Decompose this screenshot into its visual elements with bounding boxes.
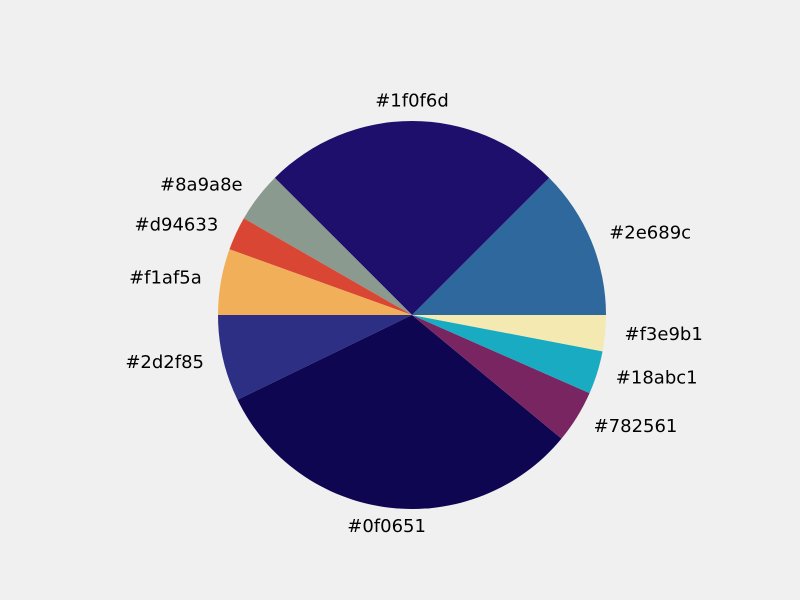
pie-slice-f1af5a <box>218 249 412 315</box>
pie-slice-0f0651 <box>237 315 562 509</box>
pie-slice-2d2f85 <box>218 315 412 400</box>
pie-slices <box>218 120 606 509</box>
slice-labels: #2e689c #1f0f6d #8a9a8e #d94633 #f1af5a #2d2f… <box>125 91 702 537</box>
slice-label: #2d2f85 <box>125 352 204 373</box>
slice-label: #1f0f6d <box>375 91 449 112</box>
slice-label: #2e689c <box>609 222 691 243</box>
slice-label: #782561 <box>594 416 678 437</box>
slice-label: #8a9a8e <box>160 174 243 195</box>
pie-slice-f3e9b1 <box>412 315 606 352</box>
slice-label: #f3e9b1 <box>625 324 703 345</box>
slice-label: #18abc1 <box>616 367 698 388</box>
pie-slice-d94633 <box>229 218 412 315</box>
pie-slice-18abc1 <box>412 315 603 394</box>
pie-slice-1f0f6d <box>274 120 550 315</box>
pie-slice-2e689c <box>412 177 606 315</box>
pie-slice-782561 <box>412 315 590 439</box>
pie-slice-8a9a8e <box>243 177 412 315</box>
slice-label: #d94633 <box>135 214 219 235</box>
slice-label: #0f0651 <box>347 516 426 537</box>
slice-label: #f1af5a <box>129 267 202 288</box>
